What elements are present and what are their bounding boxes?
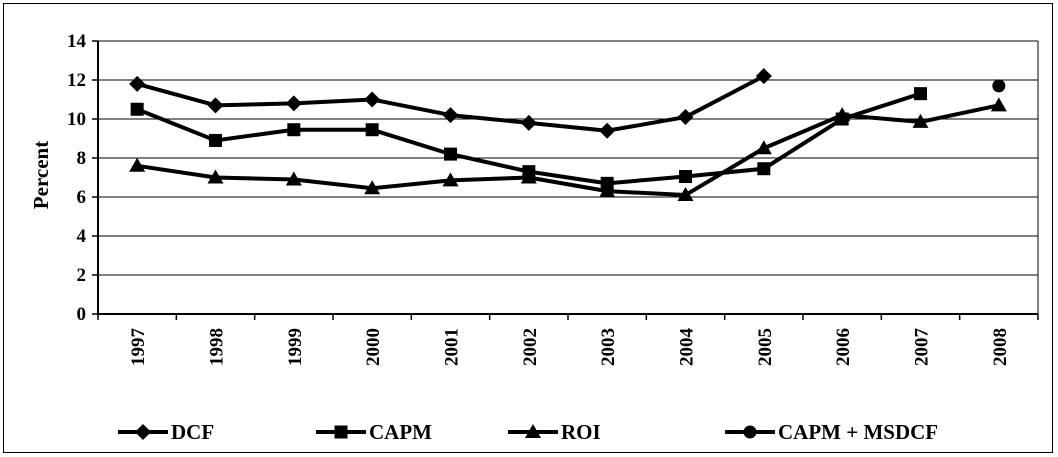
series-capm-msdcf [992, 79, 1006, 93]
series-dcf [129, 68, 772, 139]
data-point-triangle [990, 97, 1007, 112]
x-tick-label: 1998 [207, 328, 228, 366]
data-point-diamond [442, 107, 459, 124]
legend-label: CAPM + MSDCF [778, 420, 938, 444]
legend-item: CAPM + MSDCF [725, 420, 938, 444]
x-tick-label: 2002 [520, 328, 541, 366]
data-point-square [130, 102, 144, 116]
data-point-diamond [520, 114, 537, 131]
data-point-diamond [677, 109, 694, 126]
data-point-triangle [912, 113, 929, 128]
x-tick-label: 2007 [912, 328, 933, 367]
axes [92, 40, 1039, 320]
legend-marker-circle [743, 425, 757, 439]
x-tick-label: 2008 [990, 328, 1011, 366]
data-point-square [287, 123, 301, 137]
data-point-triangle [285, 171, 302, 186]
y-tick-label: 4 [77, 226, 87, 247]
data-point-triangle [755, 140, 772, 155]
series-line [136, 103, 1000, 198]
data-point-square [679, 170, 692, 184]
data-point-triangle [599, 183, 616, 198]
data-point-triangle [677, 187, 694, 202]
data-point-diamond [285, 95, 302, 112]
y-tick-labels: 0 2 4 6 8 10 12 14 [67, 31, 87, 325]
data-point-triangle [442, 172, 459, 187]
data-point-diamond [364, 91, 381, 108]
data-point-triangle [834, 107, 851, 122]
legend-item: CAPM [316, 420, 432, 444]
data-point-square [365, 123, 379, 137]
legend-label: DCF [171, 420, 214, 444]
data-point-square [444, 147, 457, 161]
x-tick-label: 2006 [833, 328, 854, 366]
legend-item: DCF [118, 420, 214, 444]
legend-marker-square [334, 425, 348, 439]
series-roi [129, 97, 1007, 202]
x-tick-label: 2003 [598, 328, 619, 366]
data-point-circle [992, 79, 1006, 93]
x-tick-label: 2000 [363, 328, 384, 366]
data-point-diamond [207, 97, 224, 114]
legend-marker-triangle [525, 424, 541, 438]
y-tick-label: 0 [77, 304, 87, 325]
data-point-diamond [755, 68, 772, 85]
y-tick-label: 6 [77, 187, 87, 208]
y-tick-label: 8 [77, 148, 87, 169]
data-point-triangle [364, 180, 381, 195]
data-point-triangle [207, 169, 224, 184]
data-point-square [209, 133, 222, 147]
data-point-triangle [129, 157, 146, 172]
x-tick-labels: 1997 1998 1999 2000 2001 2002 2003 2004 2005 2006… [128, 328, 1011, 367]
legend-marker-diamond [135, 424, 151, 440]
data-point-diamond [129, 75, 146, 92]
data-point-square [914, 87, 927, 101]
data-point-triangle [520, 169, 537, 184]
legend: DCF CAPM ROI CAPM + MSDCF [118, 420, 938, 444]
x-tick-label: 1999 [285, 328, 306, 366]
y-tick-label: 2 [77, 265, 87, 286]
y-tick-label: 10 [67, 109, 86, 130]
y-tick-label: 14 [67, 31, 87, 52]
legend-label: ROI [561, 420, 601, 444]
chart-frame [3, 3, 1053, 453]
legend-item: ROI [508, 420, 601, 444]
data-point-diamond [599, 122, 616, 139]
legend-label: CAPM [369, 420, 432, 444]
series-group [129, 68, 1007, 202]
x-tick-label: 2005 [755, 328, 776, 366]
data-point-square [757, 162, 771, 176]
y-tick-label: 12 [67, 70, 86, 91]
y-axis-title: Percent [29, 141, 53, 209]
x-tick-label: 2004 [677, 328, 698, 367]
x-tick-label: 1997 [128, 328, 149, 367]
x-tick-label: 2001 [442, 328, 463, 366]
